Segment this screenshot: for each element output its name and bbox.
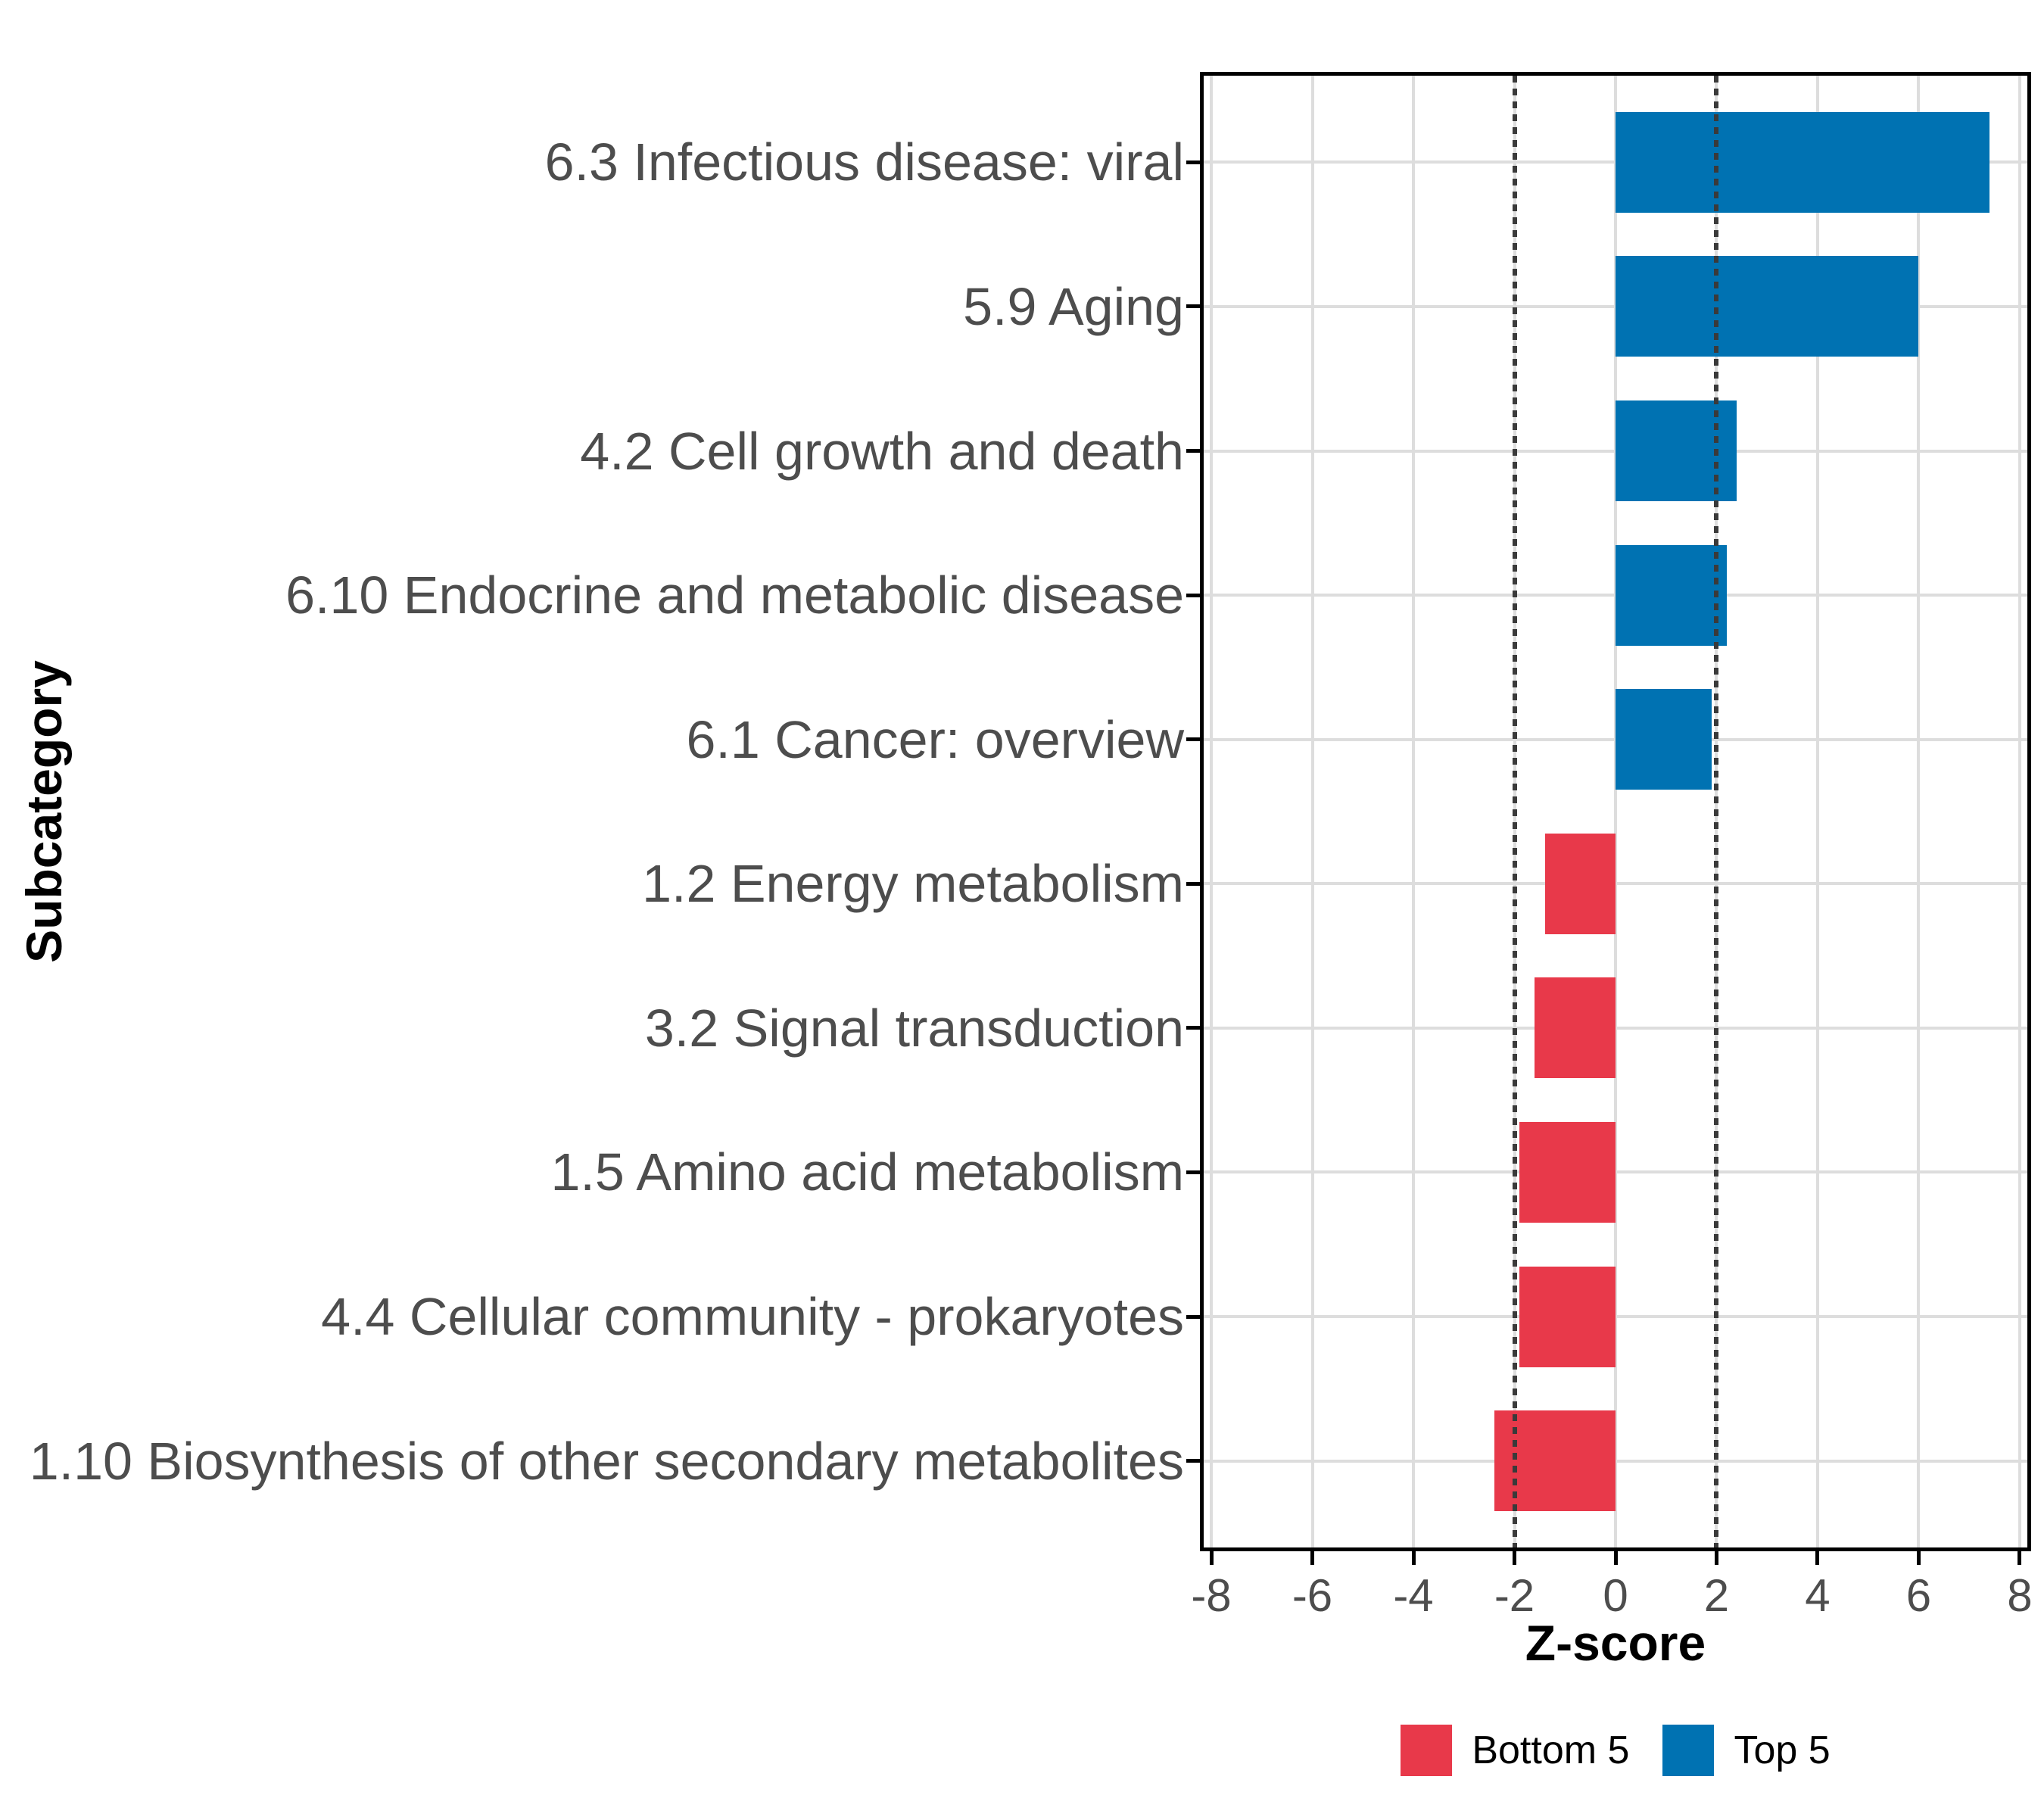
legend-swatch-bottom-5	[1401, 1725, 1453, 1776]
gridline-vertical	[1412, 76, 1415, 1547]
x-axis-tick	[1916, 1551, 1921, 1565]
bar-9	[1519, 1266, 1616, 1367]
gridline-vertical	[1614, 76, 1617, 1547]
y-axis-tick	[1186, 881, 1200, 886]
x-axis-tick	[1411, 1551, 1416, 1565]
legend-label-top-5: Top 5	[1734, 1728, 1831, 1772]
y-tick-label-4: 6.10 Endocrine and metabolic disease	[285, 566, 1184, 625]
x-tick-label: -8	[1191, 1570, 1232, 1621]
x-tick-label: 6	[1905, 1570, 1932, 1621]
threshold-line	[1512, 76, 1517, 1547]
y-tick-label-6: 1.2 Energy metabolism	[642, 854, 1184, 914]
y-axis-tick	[1186, 160, 1200, 164]
y-tick-label-3: 4.2 Cell growth and death	[580, 421, 1184, 481]
y-axis-tick	[1186, 449, 1200, 453]
y-tick-label-5: 6.1 Cancer: overview	[686, 709, 1184, 769]
gridline-vertical	[1210, 76, 1213, 1547]
x-tick-label: 8	[2007, 1570, 2033, 1621]
legend-item-top-5: Top 5	[1662, 1725, 1831, 1776]
x-tick-label: 2	[1703, 1570, 1730, 1621]
y-axis-tick	[1186, 1314, 1200, 1319]
y-axis-tick	[1186, 737, 1200, 742]
x-axis-tick	[2018, 1551, 2022, 1565]
bar-8	[1519, 1121, 1616, 1223]
x-axis-tick	[1613, 1551, 1618, 1565]
legend-item-bottom-5: Bottom 5	[1401, 1725, 1629, 1776]
x-tick-label: 4	[1805, 1570, 1831, 1621]
y-tick-label-8: 1.5 Amino acid metabolism	[550, 1142, 1184, 1202]
x-axis-title: Z-score	[1525, 1615, 1706, 1671]
x-axis-tick	[1714, 1551, 1718, 1565]
x-tick-label: -2	[1494, 1570, 1535, 1621]
y-axis-tick	[1186, 304, 1200, 309]
y-tick-label-7: 3.2 Signal transduction	[644, 998, 1184, 1058]
y-tick-label-10: 1.10 Biosynthesis of other secondary met…	[29, 1431, 1184, 1491]
gridline-vertical	[1815, 76, 1819, 1547]
bar-2	[1616, 256, 1919, 357]
panel-border	[1200, 72, 2031, 1551]
x-tick-label: 0	[1603, 1570, 1628, 1621]
y-axis-tick	[1186, 1170, 1200, 1174]
legend-swatch-top-5	[1662, 1725, 1715, 1776]
y-axis-tick	[1186, 1459, 1200, 1463]
bar-4	[1616, 544, 1727, 646]
threshold-line	[1714, 76, 1719, 1547]
bar-7	[1535, 977, 1616, 1079]
x-axis-tick	[1513, 1551, 1516, 1565]
y-axis-tick	[1186, 593, 1200, 597]
x-axis-tick	[1310, 1551, 1314, 1565]
x-axis-tick	[1815, 1551, 1820, 1565]
y-axis-tick	[1186, 1026, 1200, 1030]
legend: Bottom 5 Top 5	[1204, 1725, 2027, 1776]
x-axis-tick	[1209, 1551, 1214, 1565]
legend-label-bottom-5: Bottom 5	[1472, 1728, 1630, 1772]
bar-1	[1616, 111, 1989, 213]
x-tick-label: -6	[1292, 1570, 1333, 1621]
y-tick-label-9: 4.4 Cellular community - prokaryotes	[321, 1287, 1184, 1347]
x-tick-label: -4	[1393, 1570, 1434, 1621]
gridline-vertical	[1917, 76, 1921, 1547]
y-tick-label-1: 6.3 Infectious disease: viral	[544, 132, 1184, 192]
gridline-vertical	[1310, 76, 1314, 1547]
gridline-vertical	[2018, 76, 2021, 1547]
y-tick-label-2: 5.9 Aging	[963, 276, 1184, 336]
bar-5	[1616, 689, 1712, 790]
bar-6	[1544, 833, 1616, 934]
